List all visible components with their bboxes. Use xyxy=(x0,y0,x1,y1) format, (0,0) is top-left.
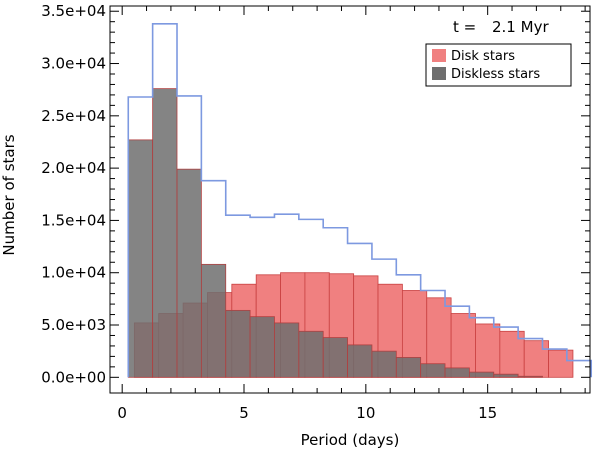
time-annotation-label: t = xyxy=(453,18,476,36)
x-tick-label: 0 xyxy=(117,404,127,422)
bar-diskless-stars xyxy=(395,357,422,378)
legend-label-disk-stars: Disk stars xyxy=(451,49,515,64)
y-tick-label: 2.5e+04 xyxy=(41,107,106,125)
bars-layer xyxy=(127,22,593,378)
bar-diskless-stars xyxy=(517,375,543,378)
bar-diskless-stars xyxy=(493,373,519,378)
bar-disk-stars xyxy=(548,349,574,378)
x-tick-label: 10 xyxy=(356,404,375,422)
series-diskless-stars xyxy=(127,88,543,378)
bar-diskless-stars xyxy=(176,168,202,378)
bar-diskless-stars xyxy=(420,363,446,378)
y-tick-label: 3.5e+04 xyxy=(41,2,106,20)
bar-diskless-stars xyxy=(225,309,251,378)
x-tick-label: 15 xyxy=(478,404,497,422)
x-tick-label: 5 xyxy=(239,404,249,422)
series-total-stars-outline xyxy=(127,22,593,378)
y-tick-label: 1.0e+04 xyxy=(41,264,106,282)
labels-layer: 0 5 10 15 0.0e+00 5.0e+03 1.0e+04 1.5e+04 2.0e+0… xyxy=(41,2,497,422)
x-axis-title: Period (days) xyxy=(301,431,400,449)
legend-swatch-disk-stars xyxy=(432,49,446,62)
y-tick-label: 3.0e+04 xyxy=(41,55,106,73)
bar-diskless-stars xyxy=(298,330,324,378)
legend-swatch-diskless-stars xyxy=(432,67,446,80)
bar-diskless-stars xyxy=(249,316,275,378)
axes-layer xyxy=(109,5,591,394)
bar-diskless-stars xyxy=(444,367,470,378)
y-axis-title: Number of stars xyxy=(0,134,18,255)
legend-label-diskless-stars: Diskless stars xyxy=(451,67,540,82)
bar-diskless-stars xyxy=(127,139,154,378)
bar-disk-stars xyxy=(450,313,476,378)
bar-diskless-stars xyxy=(200,263,227,378)
legend-box xyxy=(425,43,572,87)
bar-diskless-stars xyxy=(371,350,397,378)
y-tick-label: 1.5e+04 xyxy=(41,211,106,229)
y-tick-label: 5.0e+03 xyxy=(41,316,106,334)
bar-disk-stars xyxy=(523,340,549,378)
bar-diskless-stars xyxy=(274,322,300,378)
bar-diskless-stars xyxy=(468,371,495,378)
bar-disk-stars xyxy=(475,323,501,378)
time-annotation: t = 2.1 Myr xyxy=(453,18,549,36)
bar-diskless-stars xyxy=(152,88,178,378)
legend: Disk stars Diskless stars xyxy=(425,43,572,87)
time-annotation-value: 2.1 Myr xyxy=(492,18,549,36)
y-tick-label: 2.0e+04 xyxy=(41,159,106,177)
y-tick-label: 0.0e+00 xyxy=(41,368,106,386)
bar-diskless-stars xyxy=(322,337,348,378)
bar-diskless-stars xyxy=(347,344,373,378)
